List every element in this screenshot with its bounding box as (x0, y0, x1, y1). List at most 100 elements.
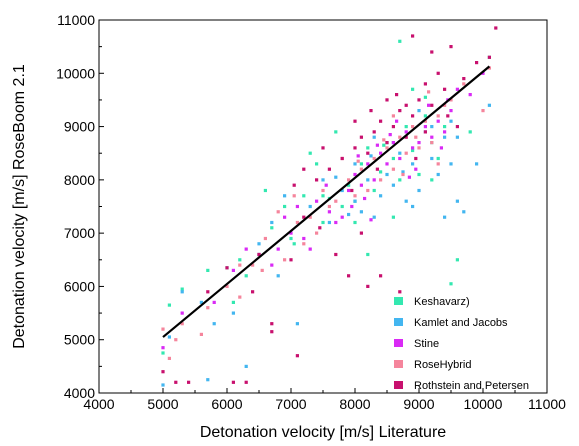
data-point (308, 151, 312, 155)
data-point (430, 125, 434, 129)
data-point (321, 194, 325, 198)
data-point (391, 215, 395, 219)
data-point (487, 66, 491, 70)
data-point (494, 26, 498, 30)
data-point (398, 290, 402, 294)
data-point (417, 146, 421, 150)
data-point (270, 322, 274, 326)
data-point (295, 322, 299, 326)
data-point (411, 114, 415, 118)
data-point (391, 114, 395, 118)
legend-marker (394, 297, 403, 305)
data-point (398, 156, 402, 161)
data-point (359, 183, 363, 187)
data-point (353, 119, 357, 123)
data-point (270, 226, 274, 230)
data-point (379, 119, 383, 123)
legend-label: RoseHybrid (414, 359, 471, 371)
y-tick-label: 9000 (64, 119, 95, 135)
data-point (366, 284, 370, 288)
data-point (391, 183, 395, 187)
data-point (321, 188, 325, 193)
data-point (430, 141, 434, 145)
data-point (443, 87, 447, 91)
data-point (340, 188, 344, 193)
data-point (398, 39, 402, 43)
data-point (455, 87, 459, 91)
data-point (407, 175, 411, 179)
data-point (398, 135, 402, 139)
data-point (455, 258, 459, 262)
data-point (481, 109, 485, 113)
data-point (270, 330, 274, 334)
y-tick-label: 7000 (64, 225, 95, 241)
legend-marker (394, 381, 403, 389)
data-point (251, 263, 255, 267)
data-point (302, 242, 306, 246)
data-point (180, 287, 184, 291)
data-point (369, 218, 373, 222)
data-point (475, 162, 479, 166)
data-point (353, 199, 357, 203)
data-point (436, 172, 440, 177)
data-point (455, 125, 459, 129)
data-point (270, 220, 274, 225)
data-point (283, 194, 287, 198)
y-tick-label: 8000 (64, 172, 95, 188)
data-point (161, 351, 165, 355)
data-point (260, 268, 264, 272)
data-point (385, 146, 389, 150)
data-point (340, 204, 344, 209)
data-point (225, 266, 229, 270)
x-tick-label: 9000 (403, 396, 434, 412)
x-tick-label: 6000 (211, 396, 242, 412)
data-point (430, 156, 434, 161)
data-point (340, 215, 344, 219)
data-point (414, 156, 418, 161)
data-point (404, 130, 408, 134)
data-point (423, 125, 427, 129)
data-point (398, 151, 402, 155)
data-point (372, 188, 376, 193)
legend-label: Rothstein and Petersen (414, 380, 529, 392)
data-point (430, 135, 434, 139)
data-point (318, 226, 322, 230)
data-point (334, 130, 338, 134)
data-point (167, 335, 171, 339)
data-point (161, 327, 165, 331)
data-point (481, 71, 485, 75)
data-point (414, 135, 418, 139)
data-point (167, 356, 171, 360)
data-point (263, 188, 267, 193)
x-tick-label: 10000 (464, 396, 503, 412)
data-point (238, 263, 242, 267)
data-point (366, 162, 370, 166)
data-point (379, 151, 383, 155)
data-point (443, 130, 447, 134)
data-point (423, 95, 427, 99)
data-point (321, 220, 325, 225)
data-point (449, 119, 453, 123)
data-point (206, 290, 210, 294)
data-point (369, 154, 373, 158)
data-point (199, 332, 203, 336)
data-point (455, 199, 459, 203)
fit-line (162, 65, 491, 338)
data-point (356, 154, 360, 158)
data-point (350, 188, 354, 193)
data-point (417, 141, 421, 145)
data-point (180, 290, 184, 294)
data-point (289, 258, 293, 262)
data-point (238, 295, 242, 299)
data-point (257, 242, 261, 246)
data-point (375, 143, 379, 147)
data-point (283, 258, 287, 262)
data-point (385, 141, 389, 145)
data-point (411, 87, 415, 91)
data-point (308, 247, 312, 251)
data-point (187, 380, 191, 384)
data-point (302, 167, 306, 171)
data-point (366, 188, 370, 193)
data-point (292, 183, 296, 187)
data-point (276, 274, 280, 278)
